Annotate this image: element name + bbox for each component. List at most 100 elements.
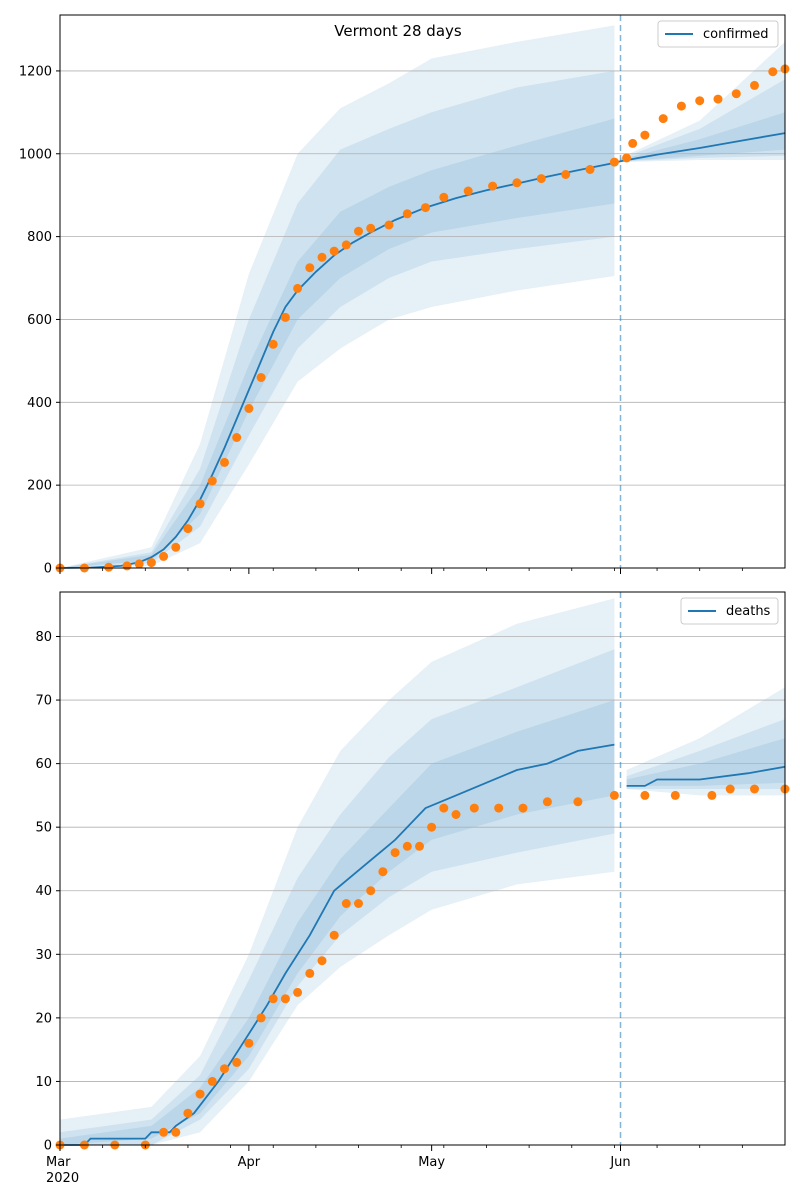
deaths-observed-points [55,784,790,1150]
observed-point [609,157,619,167]
observed-point [256,1013,266,1023]
observed-point [670,790,680,800]
observed-point [171,1127,181,1137]
observed-point [421,203,430,213]
observed-point [244,1038,254,1048]
observed-point [354,226,363,236]
observed-point [750,784,759,794]
y-tick-label: 0 [44,562,52,577]
observed-point [488,181,498,191]
observed-point [378,867,388,877]
y-tick-label: 600 [27,313,52,328]
series-line-deaths-forecast [626,765,786,787]
y-tick-label: 1000 [19,147,52,162]
observed-point [494,803,504,813]
confirmed-lines [59,15,786,569]
observed-point [122,561,132,571]
legend-label-confirmed: confirmed [703,27,769,42]
observed-point [640,790,650,800]
observed-point [305,263,315,273]
plot-frame [59,14,786,569]
observed-point [146,558,156,568]
observed-point [542,797,552,807]
observed-point [268,339,278,349]
observed-point [220,457,229,467]
observed-point [731,89,741,99]
observed-point [451,810,461,819]
observed-point [317,252,327,262]
observed-point [195,1089,205,1099]
observed-point [104,562,114,572]
observed-point [134,559,144,569]
observed-point [573,797,583,807]
observed-point [427,822,437,832]
observed-point [293,283,303,293]
uncertainty-band-outer [60,598,615,1145]
uncertainty-band-middle [60,649,615,1145]
x-tick-label: May [418,1155,445,1170]
y-tick-label: 200 [27,479,52,494]
observed-point [341,899,351,908]
y-tick-label: 30 [35,948,52,963]
observed-point [220,1064,229,1074]
observed-point [207,476,217,486]
uncertainty-band-forecast-outer [620,41,785,163]
observed-point [585,165,595,174]
observed-point [512,178,522,188]
observed-point [415,841,424,851]
observed-point [183,1108,193,1118]
uncertainty-band-outer [60,25,615,568]
observed-point [305,968,315,978]
observed-point [390,848,400,858]
uncertainty-band-forecast-outer [626,687,785,796]
observed-point [628,138,638,148]
observed-point [366,223,376,233]
y-tick-label: 400 [27,396,52,411]
observed-point [439,192,449,202]
deaths-legend: deaths [680,597,779,625]
y-tick-label: 40 [35,884,52,899]
observed-point [293,987,303,997]
observed-point [640,130,650,140]
legend-box [680,597,779,625]
observed-point [518,803,528,813]
observed-point [725,784,735,794]
observed-point [183,524,193,534]
y-tick-label: 60 [35,757,52,772]
observed-point [280,994,290,1004]
confirmed-legend: confirmed [657,20,779,48]
observed-point [463,186,473,196]
observed-point [695,96,705,106]
observed-point [244,404,254,413]
y-tick-label: 50 [35,821,52,836]
y-tick-label: 80 [35,630,52,645]
observed-point [768,67,778,77]
observed-point [256,373,266,382]
observed-point [207,1076,217,1086]
y-tick-label: 10 [35,1075,52,1090]
observed-point [329,930,339,940]
observed-point [469,803,479,813]
x-tick-label: Jun [609,1155,630,1170]
observed-point [171,542,181,552]
y-tick-label: 800 [27,230,52,245]
observed-point [384,220,394,230]
observed-point [159,551,169,561]
observed-point [750,80,759,90]
observed-point [402,209,412,219]
y-tick-label: 1200 [19,64,52,79]
series-line-deaths [60,743,615,1146]
x-tick-label: Mar [46,1155,71,1170]
observed-point [341,240,351,250]
observed-point [439,803,449,813]
observed-point [536,174,546,184]
legend-box [657,20,779,48]
uncertainty-band-inner [60,118,615,568]
observed-point [280,312,290,322]
observed-point [366,886,376,896]
deaths-lines [60,592,786,1146]
uncertainty-band-forecast-inner [620,112,785,162]
